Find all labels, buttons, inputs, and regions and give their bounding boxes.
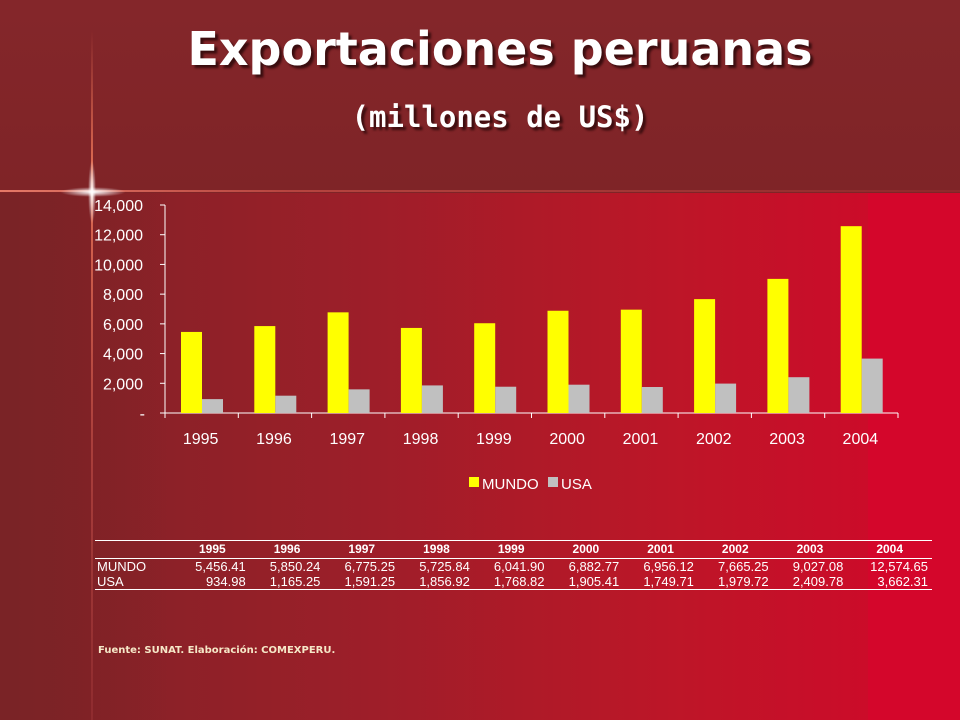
bar-usa [421, 385, 443, 413]
table-header-cell: 1996 [249, 540, 325, 559]
x-tick-label: 2002 [696, 431, 732, 448]
table-cell: 1,979.72 [697, 574, 773, 590]
legend-swatch-usa [548, 477, 558, 487]
y-tick-label: 14,000 [94, 198, 143, 215]
x-tick-label: 1999 [476, 431, 512, 448]
bar-usa [495, 386, 517, 413]
table-header-cell: 2003 [772, 540, 848, 559]
table-cell: 5,725.84 [419, 559, 470, 574]
bar-mundo [474, 323, 496, 413]
sparkle-decoration-vertical [88, 160, 96, 224]
bar-usa [641, 387, 663, 413]
x-tick-label: 2004 [843, 431, 879, 448]
y-tick-label: 8,000 [103, 287, 143, 304]
table-cell: 5,850.24 [269, 559, 321, 574]
x-tick-label: 2001 [623, 431, 659, 448]
x-tick-label: 2000 [549, 431, 585, 448]
y-tick-label: 4,000 [103, 347, 143, 364]
table-header-cell: 1999 [473, 540, 549, 559]
table-cell: 1,856.92 [399, 574, 474, 590]
table-cell: 1,165.25 [249, 574, 325, 590]
table-header-cell: 2004 [847, 540, 932, 559]
table-header-cell: 1997 [324, 540, 400, 559]
table-cell: 2,409.78 [772, 574, 848, 590]
bar-usa [568, 384, 590, 413]
bar-mundo [620, 309, 642, 413]
table-row-label: USA [95, 574, 175, 590]
table-header-cell: 2001 [623, 540, 698, 559]
bar-usa [275, 395, 297, 413]
table-cell: 1,905.41 [548, 574, 624, 590]
table-row: MUNDO 5,456.41 5,850.24 6,775.25 5,725.84 6,0… [95, 559, 932, 575]
bar-mundo [254, 326, 276, 413]
y-tick-label: 10,000 [94, 257, 143, 274]
bar-mundo [327, 312, 349, 413]
source-note: Fuente: SUNAT. Elaboración: COMEXPERU. [98, 645, 336, 656]
bar-mundo [547, 310, 569, 413]
table-header-row: 1995 1996 1997 1998 1999 2000 2001 2002 2003 2004 [95, 540, 932, 559]
left-band [0, 193, 170, 720]
table-cell: 6,956.12 [643, 559, 694, 574]
table-cell: 6,041.90 [493, 559, 545, 574]
table-cell: 5,456.41 [195, 559, 246, 574]
bar-mundo [181, 331, 202, 413]
bar-usa [348, 389, 370, 413]
legend-label-mundo: MUNDO [482, 476, 539, 493]
table-corner [95, 540, 175, 559]
table-row: USA 934.98 1,165.25 1,591.25 1,856.92 1,768.8… [95, 574, 932, 590]
table-cell: 934.98 [175, 574, 250, 590]
x-tick-label: 1998 [403, 431, 439, 448]
bar-mundo [840, 226, 862, 413]
bar-mundo [400, 327, 422, 413]
slide-subtitle: (millones de US$) [351, 100, 649, 134]
bar-usa [202, 399, 223, 413]
header-band [0, 0, 960, 193]
y-tick-label: - [140, 406, 145, 423]
x-tick-label: 2003 [769, 431, 805, 448]
table-header-cell: 1995 [175, 540, 250, 559]
bar-usa [715, 383, 737, 413]
right-band [868, 193, 960, 720]
y-tick-label: 6,000 [103, 317, 143, 334]
table-cell: 3,662.31 [847, 574, 932, 590]
table-cell: 1,768.82 [473, 574, 549, 590]
x-tick-label: 1996 [256, 431, 292, 448]
table-cell: 6,775.25 [344, 559, 396, 574]
legend-swatch-mundo [469, 477, 479, 487]
table-header-cell: 2002 [697, 540, 773, 559]
x-tick-label: 1995 [183, 431, 219, 448]
legend-label-usa: USA [561, 476, 592, 493]
bar-usa [788, 377, 810, 413]
table-cell: 6,882.77 [568, 559, 620, 574]
x-tick-label: 1997 [329, 431, 365, 448]
decorative-horizontal-line [0, 190, 960, 192]
y-tick-label: 12,000 [94, 228, 143, 245]
data-table: 1995 1996 1997 1998 1999 2000 2001 2002 2003 2004… [95, 540, 932, 590]
table-cell: 1,749.71 [623, 574, 698, 590]
table-row-label: MUNDO [97, 559, 147, 574]
table-cell: 1,591.25 [324, 574, 400, 590]
table-cell: 9,027.08 [792, 559, 844, 574]
y-tick-label: 2,000 [103, 376, 143, 393]
table-header-cell: 1998 [399, 540, 474, 559]
table-header-cell: 2000 [548, 540, 624, 559]
table-cell: 12,574.65 [870, 559, 928, 574]
bar-usa [861, 358, 883, 413]
slide-title: Exportaciones peruanas [187, 22, 813, 76]
bar-chart: - 2,000 4,000 6,000 8,000 10,000 12,000 14,000 1… [94, 198, 899, 493]
bar-mundo [694, 299, 716, 413]
table-cell: 7,665.25 [718, 559, 769, 574]
bar-mundo [767, 278, 789, 413]
decorative-vertical-line [91, 30, 93, 720]
